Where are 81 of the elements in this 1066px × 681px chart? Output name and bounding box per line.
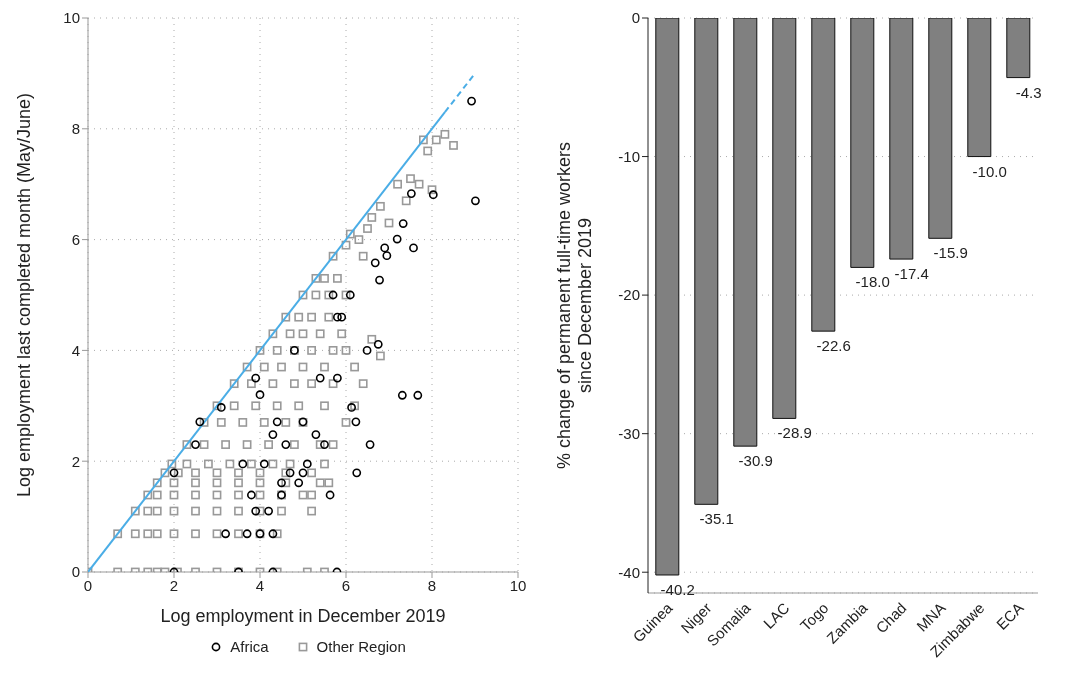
point <box>380 243 390 253</box>
point <box>191 440 200 449</box>
point <box>406 189 416 199</box>
data-label: -35.1 <box>699 510 734 528</box>
point <box>216 403 226 412</box>
point <box>362 346 372 355</box>
y-tick-label: -30 <box>618 424 640 442</box>
data-label: -4.3 <box>1015 83 1042 101</box>
point <box>264 506 273 516</box>
point <box>345 290 355 300</box>
point <box>259 459 269 469</box>
y-tick-label: 6 <box>71 230 80 248</box>
point <box>242 529 252 539</box>
point <box>277 478 286 488</box>
point <box>221 529 230 539</box>
x-tick-label: 6 <box>341 576 351 594</box>
point <box>333 312 342 322</box>
x-tick-label: 4 <box>255 576 265 594</box>
x-tick-label: 2 <box>169 576 179 594</box>
point <box>311 430 321 440</box>
point <box>398 219 408 228</box>
point <box>315 373 325 383</box>
point <box>409 243 418 253</box>
point <box>352 468 362 478</box>
point <box>251 506 261 516</box>
point <box>195 417 205 427</box>
point <box>272 417 282 427</box>
data-label: -10.0 <box>972 162 1007 180</box>
data-label: -18.0 <box>855 273 890 291</box>
y-tick-label: 2 <box>71 452 80 470</box>
point <box>365 440 375 449</box>
point <box>337 312 347 322</box>
point <box>238 459 248 469</box>
point <box>333 373 342 383</box>
data-label: -15.9 <box>933 244 968 262</box>
point <box>302 459 312 469</box>
y-axis-title: % change of permanent full-time workers since December 2019 <box>554 141 595 470</box>
point <box>247 490 256 500</box>
y-tick-label: 0 <box>71 563 80 581</box>
y-tick-label: 0 <box>631 9 640 27</box>
x-tick-label: 0 <box>83 576 93 594</box>
point <box>325 490 335 500</box>
data-label: -22.6 <box>816 337 851 355</box>
point <box>373 339 383 349</box>
y-tick-label: 10 <box>63 9 80 27</box>
point <box>370 258 380 268</box>
y-tick-label: 4 <box>71 341 80 359</box>
legend-label: Africa <box>230 638 269 655</box>
x-tick-label: 8 <box>427 576 437 594</box>
y-tick-label: -40 <box>618 563 640 581</box>
point <box>320 440 329 449</box>
x-tick-label: 10 <box>509 576 527 594</box>
data-label: -28.9 <box>777 424 812 442</box>
point <box>413 390 423 400</box>
point <box>351 417 361 427</box>
data-label: -30.9 <box>738 452 773 470</box>
point <box>251 373 261 383</box>
point <box>471 196 480 206</box>
point <box>169 468 179 478</box>
point <box>294 478 304 488</box>
point <box>285 468 295 478</box>
y-axis-title: Log employment last completed month (May/June) <box>14 92 34 498</box>
x-axis-title: Log employment in December 2019 <box>160 606 446 626</box>
y-tick-label: -10 <box>618 147 640 165</box>
point <box>392 234 402 244</box>
point <box>268 529 278 539</box>
y-tick-label: -20 <box>618 286 640 304</box>
point <box>375 275 384 285</box>
point <box>298 468 308 478</box>
point <box>467 96 476 106</box>
legend-label: Other Region <box>316 638 406 655</box>
data-label: -17.4 <box>894 265 929 283</box>
point <box>382 251 392 261</box>
point <box>255 390 265 400</box>
point <box>328 290 338 300</box>
point <box>268 430 278 440</box>
point <box>428 190 438 200</box>
y-tick-label: 8 <box>71 120 80 138</box>
point <box>397 390 407 400</box>
data-label: -40.2 <box>660 580 695 598</box>
point <box>281 440 291 449</box>
